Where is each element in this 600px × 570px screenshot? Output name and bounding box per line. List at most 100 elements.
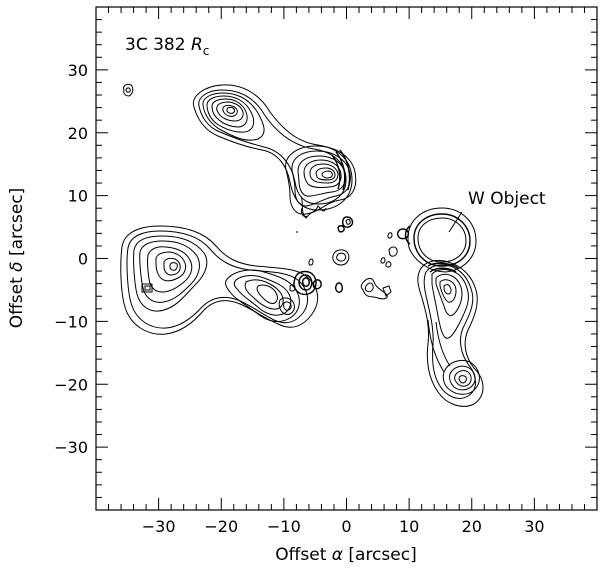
contour-blob-g xyxy=(387,232,393,239)
contour-west-8 xyxy=(169,262,178,271)
contour-west-spot xyxy=(141,283,153,293)
y-axis-title: Offset δ [arcsec] xyxy=(7,188,27,329)
contour-west-knot-5 xyxy=(278,297,295,315)
contour-group-west-lobe xyxy=(120,225,322,335)
contour-core-4 xyxy=(303,159,342,189)
y-tick-label: 0 xyxy=(78,250,88,269)
contour-west-bold-4 xyxy=(312,279,322,290)
contour-west-2 xyxy=(126,230,309,329)
contour-west-5 xyxy=(147,246,193,293)
w-object-label: W Object xyxy=(468,189,546,209)
contour-east-link-1 xyxy=(427,319,445,373)
y-tick-label: −20 xyxy=(54,375,88,394)
x-axis-title: Offset α [arcsec] xyxy=(275,545,416,565)
contour-core-2 xyxy=(291,150,351,207)
contour-west-6 xyxy=(155,251,187,282)
contour-east-3 xyxy=(431,269,469,339)
contour-core-7 xyxy=(321,170,333,179)
contour-w-object-outer xyxy=(407,207,477,273)
contour-blob-a-in xyxy=(345,219,351,225)
contour-upper-3 xyxy=(202,92,265,141)
contour-south-3 xyxy=(454,370,472,387)
contour-w-object-inner xyxy=(417,217,467,263)
y-tick-label: −10 xyxy=(54,312,88,331)
contour-group-upper-lobe xyxy=(192,84,353,211)
x-tick-label: 10 xyxy=(399,517,419,536)
contour-core-edge-3 xyxy=(331,154,341,190)
contour-east-link-2 xyxy=(435,321,451,367)
contour-core-5 xyxy=(309,163,339,184)
contour-group-core xyxy=(285,145,357,219)
contour-blob-h xyxy=(388,246,398,257)
y-tick-label: 20 xyxy=(68,124,88,143)
contour-blob-j xyxy=(385,261,392,268)
contour-west-bold-3 xyxy=(301,277,310,287)
x-tick-label: −30 xyxy=(142,517,176,536)
x-tick-label: −10 xyxy=(267,517,301,536)
contour-west-knot-1 xyxy=(225,269,300,322)
contour-upper-2 xyxy=(198,89,347,205)
contour-west-bold-5 xyxy=(289,284,296,292)
contour-group-central-blobs xyxy=(296,216,398,300)
contour-w-object-left-arc xyxy=(404,225,411,245)
contour-core-3 xyxy=(297,155,346,197)
contour-west-knot-4 xyxy=(256,284,278,304)
contour-blob-a xyxy=(341,216,354,228)
contour-blob-c xyxy=(332,249,350,266)
contour-core-1 xyxy=(285,145,357,215)
contour-west-spot-in xyxy=(144,285,151,291)
contour-core-squiggle xyxy=(300,195,327,219)
contour-blob-k-in xyxy=(364,282,374,293)
contour-west-bold-2 xyxy=(298,274,313,291)
x-tick-label: −20 xyxy=(204,517,238,536)
contour-blob-e xyxy=(308,258,314,266)
y-axis-ticks: −30 −20 −10 0 10 20 30 xyxy=(54,19,597,498)
contour-core-6 xyxy=(315,167,336,181)
y-tick-label: −30 xyxy=(54,438,88,457)
contour-upper-6 xyxy=(216,101,244,122)
contour-upper-8 xyxy=(226,106,235,114)
contour-west-knot-2 xyxy=(233,275,292,316)
y-tick-label: 10 xyxy=(68,187,88,206)
contour-upper-4 xyxy=(206,95,255,133)
contour-core-tail xyxy=(301,207,309,217)
contour-group-east xyxy=(396,207,484,407)
contour-blob-l xyxy=(382,285,392,297)
contour-upper-7 xyxy=(222,104,238,117)
contour-upper-5 xyxy=(211,98,248,128)
contour-west-3 xyxy=(133,235,208,312)
contour-blob-k xyxy=(360,277,388,300)
contour-south-1 xyxy=(442,359,480,395)
contour-isolated-nw-inner xyxy=(125,87,131,93)
contour-south-2 xyxy=(449,365,476,391)
contour-blob-d xyxy=(334,282,343,293)
contour-isolated-nw xyxy=(123,83,134,97)
y-tick-label: 30 xyxy=(68,61,88,80)
contour-west-knot-3 xyxy=(244,279,284,310)
contour-south-4 xyxy=(458,375,467,384)
contour-east-5 xyxy=(439,279,457,303)
contour-east-4 xyxy=(435,273,463,317)
contour-blob-c-in xyxy=(336,252,347,262)
x-tick-label: 0 xyxy=(341,517,351,536)
contour-east-bold xyxy=(427,262,459,269)
contour-east-1 xyxy=(417,259,484,407)
contour-blob-b xyxy=(337,225,345,233)
contour-east-6 xyxy=(443,284,452,295)
contour-core-edge-1 xyxy=(339,149,351,191)
contour-w-object-ring xyxy=(413,213,471,267)
contour-east-bold-2 xyxy=(429,267,457,273)
x-tick-label: 30 xyxy=(524,517,544,536)
contour-west-knot-6 xyxy=(283,301,292,311)
contour-west-bold-1 xyxy=(293,270,317,296)
contour-west-4 xyxy=(139,240,200,303)
contour-blob-i xyxy=(380,257,386,264)
contour-w-object-left-dot xyxy=(396,228,410,240)
contour-east-2 xyxy=(423,264,476,399)
contour-west-7 xyxy=(163,257,181,276)
chart-title: 3C 382 Rc xyxy=(125,35,209,58)
contour-lines xyxy=(120,83,484,407)
contour-upper-1 xyxy=(192,84,353,211)
contour-core-edge-2 xyxy=(335,151,346,191)
